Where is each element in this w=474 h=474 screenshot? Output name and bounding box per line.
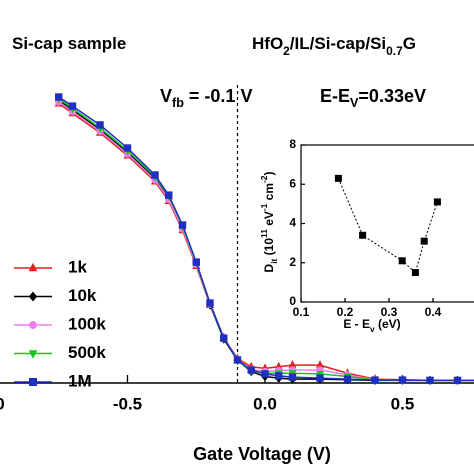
series-line <box>58 96 474 382</box>
legend-label: 1M <box>68 371 92 390</box>
text-part: = -0.1 V <box>184 86 253 106</box>
text-part: cm <box>262 183 276 204</box>
text-part: G <box>403 34 416 53</box>
plot-frame <box>0 382 474 384</box>
y-axis-label: Dit (1011 eV-1 cm-2) <box>259 172 279 273</box>
annotation: Vfb = -0.1 V <box>160 86 252 111</box>
text-part: v <box>370 324 375 334</box>
marker <box>96 121 104 129</box>
x-tick-label: 0.4 <box>425 305 442 319</box>
marker <box>371 376 379 384</box>
text-part: it <box>269 258 279 263</box>
marker <box>398 257 406 265</box>
marker <box>343 375 352 383</box>
text-part: 2 <box>283 44 290 58</box>
marker <box>68 102 77 110</box>
text-part: (eV) <box>375 317 401 331</box>
text-part: E-E <box>320 86 350 106</box>
text-part: -1 <box>259 203 269 211</box>
series-line <box>337 178 438 274</box>
marker <box>316 374 324 382</box>
x-tick-label: 0.3 <box>381 305 398 319</box>
text-part: Si-cap sample <box>12 34 126 53</box>
y-tick-label: 4 <box>289 216 296 230</box>
annotation: HfO2/IL/Si-cap/Si0.7G <box>252 34 416 58</box>
marker <box>433 198 441 206</box>
marker <box>206 299 214 307</box>
text-part: E - E <box>343 317 370 331</box>
x-tick-label: 0.1 <box>293 305 310 319</box>
y-tick-label: 6 <box>289 176 296 190</box>
x-tick-label: 0.5 <box>391 394 415 413</box>
marker <box>55 93 63 101</box>
x-tick-label: 0.2 <box>337 305 354 319</box>
text-part: 11 <box>259 229 269 238</box>
legend-label: 500k <box>68 343 106 362</box>
marker <box>28 350 38 359</box>
text-part: /IL/Si-cap/Si <box>290 34 386 53</box>
marker <box>165 191 173 199</box>
marker <box>426 376 434 385</box>
text-part: ) <box>262 172 276 176</box>
text-part: 0.7 <box>386 44 403 58</box>
text-part: fb <box>172 96 184 110</box>
x-tick-label: -1.0 <box>0 394 5 413</box>
x-tick-label: -0.5 <box>113 394 142 413</box>
marker <box>247 366 255 374</box>
marker <box>261 370 269 378</box>
marker <box>334 174 342 182</box>
y-tick-label: 2 <box>289 255 296 269</box>
annotation: Si-cap sample <box>12 34 126 53</box>
annotation: E-EV=0.33eV <box>320 86 426 111</box>
y-tick-label: 0 <box>289 294 296 308</box>
text-part: HfO <box>252 34 283 53</box>
marker <box>28 291 38 302</box>
marker <box>398 376 407 384</box>
x-axis-label: Gate Voltage (V) <box>193 444 331 464</box>
marker <box>29 321 37 329</box>
legend-label: 10k <box>68 286 97 305</box>
marker <box>192 258 200 266</box>
text-part: D <box>262 263 276 272</box>
marker <box>359 231 367 239</box>
legend-label: 100k <box>68 314 106 333</box>
marker <box>29 378 37 386</box>
marker <box>420 237 428 245</box>
plot-frame <box>300 144 474 303</box>
marker <box>288 373 297 381</box>
marker <box>453 376 462 385</box>
marker <box>220 334 228 342</box>
marker <box>151 171 159 179</box>
marker <box>275 372 283 380</box>
marker <box>178 221 187 229</box>
text-part: (10 <box>262 238 276 259</box>
text-part: =0.33eV <box>358 86 426 106</box>
marker <box>28 262 38 272</box>
marker <box>233 356 242 364</box>
marker <box>411 269 419 277</box>
text-part: eV <box>262 211 276 229</box>
y-tick-label: 8 <box>289 137 296 151</box>
text-part: V <box>350 96 359 110</box>
text-part: -2 <box>259 175 269 183</box>
x-tick-label: 0.0 <box>253 394 277 413</box>
text-part: V <box>160 86 172 106</box>
marker <box>123 144 132 152</box>
legend-label: 1k <box>68 257 87 276</box>
x-axis-label: E - Ev (eV) <box>343 317 400 334</box>
